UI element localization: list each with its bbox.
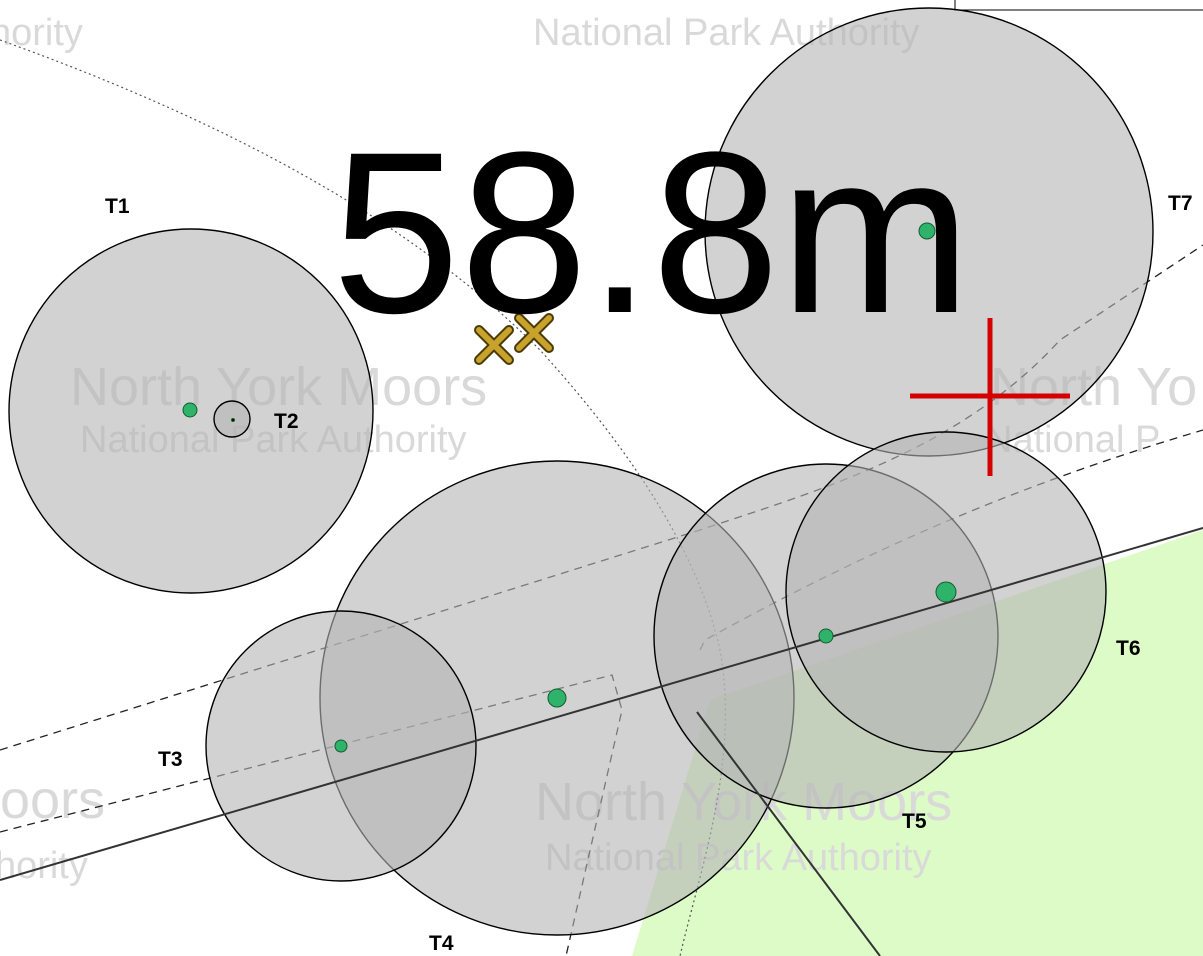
watermark-bottom-left-1: oors <box>0 770 105 830</box>
map-frame-edge <box>954 0 1203 11</box>
tree-label-t5: T5 <box>902 810 927 833</box>
tree-label-t7: T7 <box>1168 192 1193 215</box>
tree-label-t1: T1 <box>105 195 130 218</box>
cross-marker-icon <box>474 313 554 365</box>
trunk-marker-t2 <box>231 418 235 422</box>
solid-field-edge <box>696 711 881 956</box>
trunk-marker-t6 <box>935 581 957 603</box>
trunk-marker-t5 <box>818 628 834 644</box>
trunk-marker-t7 <box>918 222 936 240</box>
tree-label-t3: T3 <box>158 748 183 771</box>
red-crosshair-icon <box>910 318 1070 476</box>
trunk-marker-t4 <box>547 688 567 708</box>
watermark-top-left: hority <box>0 12 83 54</box>
tree-label-t6: T6 <box>1116 637 1141 660</box>
tree-label-t2: T2 <box>274 410 299 433</box>
watermark-bottom-left-2: hority <box>0 845 88 887</box>
tree-label-t4: T4 <box>429 932 454 955</box>
trunk-marker-t3 <box>334 739 348 753</box>
tree-trunks <box>182 222 957 753</box>
solid-boundary-line <box>0 527 1203 881</box>
trunk-marker-t1 <box>182 402 198 418</box>
measurement-label: 58.8m <box>332 104 971 361</box>
